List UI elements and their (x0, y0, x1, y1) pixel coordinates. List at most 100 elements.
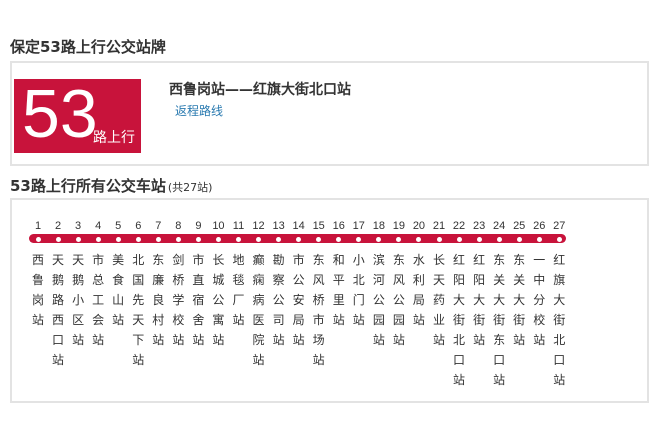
stop-number: 27 (553, 220, 566, 232)
stop-dot-icon (376, 237, 382, 242)
stop-name-link[interactable]: 水利局站 (412, 253, 425, 327)
stop-name-link[interactable]: 市总工会站 (92, 253, 105, 347)
stop-item: 10 长城公寓站 (209, 219, 227, 350)
stop-dot-icon (175, 237, 181, 242)
stop-name-link[interactable]: 东风公园站 (392, 253, 405, 347)
stop-number: 25 (513, 220, 526, 232)
stop-number: 4 (95, 220, 102, 232)
stop-name-link[interactable]: 东风桥市场站 (312, 253, 325, 367)
stop-item: 3 天鹅小区站 (69, 219, 87, 350)
stop-dot-icon (436, 237, 442, 242)
stop-dot-icon (256, 237, 262, 242)
stops-panel: 1 西鲁岗站 2 天鹅路西口站 3 天鹅小区站 4 市总工会站 5 美食山站 6 北国先天下站 7 东廉良… (10, 198, 649, 403)
stop-name-link[interactable]: 美食山站 (112, 253, 125, 327)
stop-name-link[interactable]: 东关大街东口站 (493, 253, 506, 387)
stop-dot-icon (456, 237, 462, 242)
stop-dot-icon (155, 237, 161, 242)
stop-item: 15 东风桥市场站 (310, 219, 328, 370)
stop-name-link[interactable]: 一中分校站 (533, 253, 546, 347)
route-number: 53 (22, 76, 98, 152)
stop-number: 9 (195, 220, 202, 232)
stop-item: 13 勘察公司站 (270, 219, 288, 350)
stop-dot-icon (356, 237, 362, 242)
stop-dot-icon (55, 237, 61, 242)
stop-name-link[interactable]: 东关大街站 (513, 253, 526, 347)
stop-name-link[interactable]: 市直宿舍站 (192, 253, 205, 347)
page-title: 保定53路上行公交站牌 (10, 38, 166, 56)
stop-name-link[interactable]: 天鹅小区站 (72, 253, 85, 347)
stop-item: 26 一中分校站 (530, 219, 548, 350)
stop-number: 12 (252, 220, 265, 232)
stop-number: 15 (312, 220, 325, 232)
stop-item: 22 红阳大街北口站 (450, 219, 468, 390)
stop-dot-icon (135, 237, 141, 242)
stop-item: 8 剑桥学校站 (169, 219, 187, 350)
stop-name-link[interactable]: 滨河公园站 (372, 253, 385, 347)
stop-name-link[interactable]: 勘察公司站 (272, 253, 285, 347)
stop-item: 4 市总工会站 (89, 219, 107, 350)
stops-heading: 53路上行所有公交车站 (共27站) (10, 175, 212, 196)
stop-item: 5 美食山站 (109, 219, 127, 330)
stop-item: 6 北国先天下站 (129, 219, 147, 370)
stop-name-link[interactable]: 北国先天下站 (132, 253, 145, 367)
stop-number: 6 (135, 220, 142, 232)
stop-name-link[interactable]: 长城公寓站 (212, 253, 225, 347)
stop-item: 2 天鹅路西口站 (49, 219, 67, 370)
stop-item: 18 滨河公园站 (370, 219, 388, 350)
stop-dot-icon (336, 237, 342, 242)
stop-number: 3 (75, 220, 82, 232)
stop-name-link[interactable]: 长天药业站 (432, 253, 445, 347)
stop-number: 22 (452, 220, 466, 232)
stop-name-link[interactable]: 地毯厂站 (232, 253, 245, 327)
stop-number: 20 (412, 220, 426, 232)
stop-dot-icon (476, 237, 482, 242)
stop-number: 10 (212, 220, 225, 232)
stop-number: 11 (232, 220, 245, 232)
stop-name-link[interactable]: 西鲁岗站 (31, 253, 44, 327)
stop-number: 16 (332, 220, 345, 232)
stop-item: 14 市公安局站 (290, 219, 308, 350)
stop-name-link[interactable]: 天鹅路西口站 (52, 253, 65, 367)
stops-count: (共27站) (167, 181, 213, 194)
stop-dot-icon (416, 237, 422, 242)
stop-number: 19 (392, 220, 406, 232)
return-route-link[interactable]: 返程路线 (175, 104, 224, 118)
stop-dot-icon (496, 237, 502, 242)
stop-dot-icon (536, 237, 542, 242)
stop-number: 18 (372, 220, 385, 232)
stop-item: 17 小北门站 (350, 219, 368, 330)
stop-item: 11 地毯厂站 (230, 219, 248, 330)
stop-dot-icon (215, 237, 221, 242)
stop-dot-icon (556, 237, 562, 242)
stop-name-link[interactable]: 癫痫病医院站 (252, 253, 265, 367)
stop-dot-icon (396, 237, 402, 242)
stop-name-link[interactable]: 红阳大街站 (473, 253, 486, 347)
stop-number: 13 (272, 220, 285, 232)
stop-name-link[interactable]: 红旗大街北口站 (553, 253, 566, 387)
stop-number: 21 (432, 220, 446, 232)
stop-name-link[interactable]: 市公安局站 (292, 253, 305, 347)
stop-dot-icon (115, 237, 121, 242)
stop-item: 1 西鲁岗站 (29, 219, 47, 330)
stop-number: 24 (493, 220, 506, 232)
stop-name-link[interactable]: 剑桥学校站 (172, 253, 185, 347)
route-direction: 路上行 (93, 130, 135, 146)
route-card: 53 路上行 西鲁岗站——红旗大街北口站 返程路线 (10, 61, 649, 166)
stop-name-link[interactable]: 小北门站 (352, 253, 365, 327)
stop-dot-icon (516, 237, 522, 242)
stop-item: 12 癫痫病医院站 (250, 219, 268, 370)
stop-name-link[interactable]: 东廉良村站 (152, 253, 165, 347)
stop-number: 1 (34, 220, 42, 232)
stop-dot-icon (236, 237, 241, 242)
stop-number: 7 (155, 220, 162, 232)
stop-number: 5 (115, 220, 122, 232)
stop-item: 21 长天药业站 (430, 219, 448, 350)
stop-name-link[interactable]: 和平里站 (332, 253, 345, 327)
stop-item: 23 红阳大街站 (470, 219, 488, 350)
stop-name-link[interactable]: 红阳大街北口站 (453, 253, 466, 387)
stop-number: 2 (54, 220, 62, 232)
stop-item: 27 红旗大街北口站 (550, 219, 568, 390)
stop-dot-icon (276, 237, 282, 242)
stop-dot-icon (95, 237, 101, 242)
stop-item: 25 东关大街站 (510, 219, 528, 350)
